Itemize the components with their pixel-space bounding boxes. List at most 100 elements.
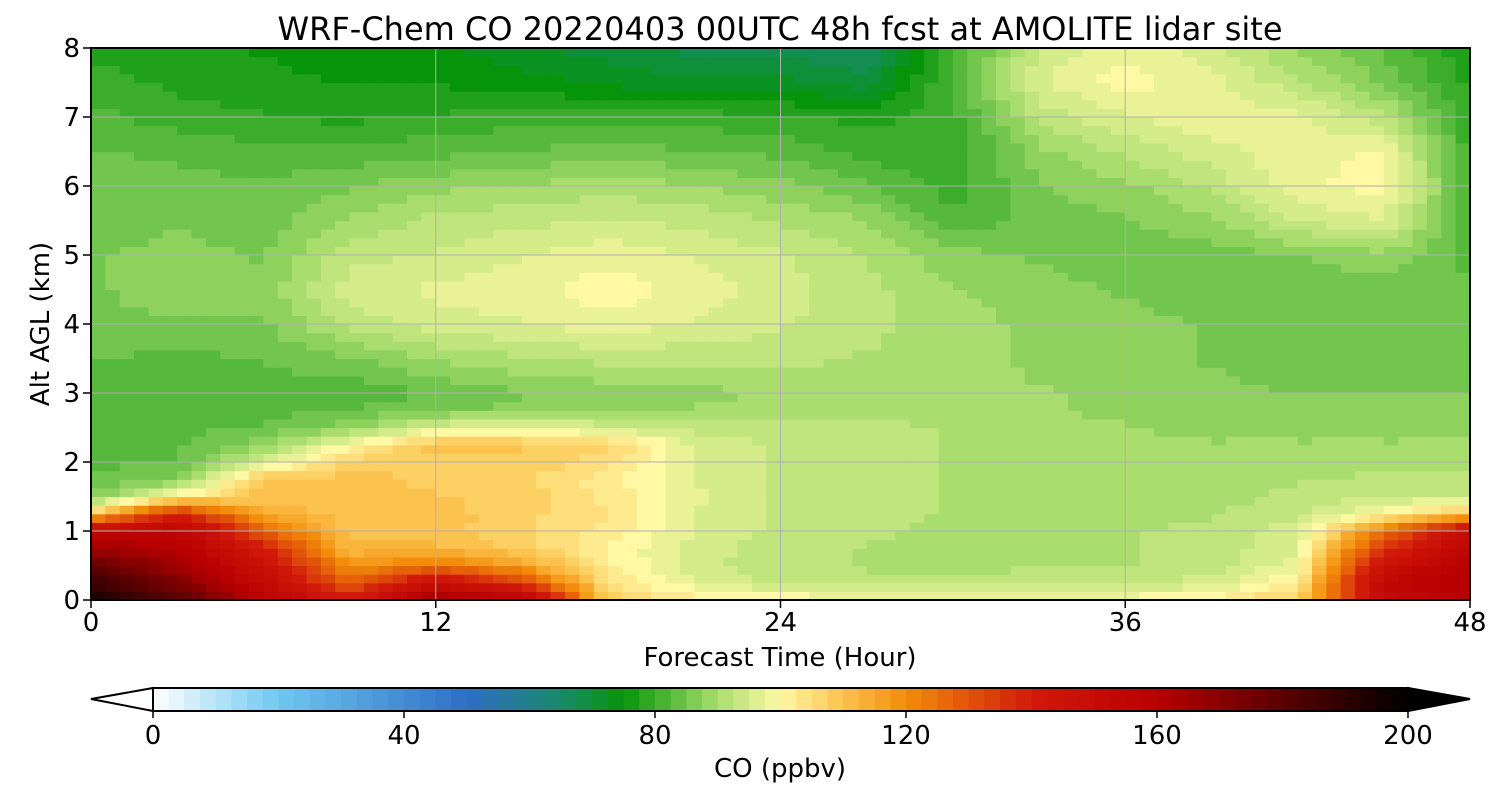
contour-cell — [392, 220, 408, 230]
contour-cell — [766, 401, 782, 411]
contour-cell — [837, 582, 853, 592]
contour-cell — [1455, 539, 1471, 549]
contour-cell — [1412, 237, 1428, 247]
contour-cell — [1197, 582, 1213, 592]
contour-cell — [1426, 427, 1442, 437]
contour-cell — [1153, 582, 1169, 592]
contour-cell — [1369, 436, 1385, 446]
contour-cell — [794, 289, 810, 299]
contour-cell — [277, 177, 293, 187]
contour-cell — [1096, 462, 1112, 472]
contour-cell — [249, 393, 264, 403]
contour-cell — [1283, 513, 1299, 523]
contour-cell — [550, 436, 566, 446]
contour-cell — [435, 298, 451, 308]
contour-cell — [407, 237, 422, 247]
contour-cell — [536, 591, 552, 601]
contour-cell — [521, 462, 537, 472]
contour-cell — [105, 237, 121, 247]
contour-cell — [909, 410, 925, 420]
contour-cell — [608, 375, 624, 385]
contour-cell — [421, 289, 437, 299]
contour-cell — [708, 539, 724, 549]
contour-cell — [378, 574, 394, 584]
contour-cell — [306, 211, 322, 222]
contour-cell — [191, 393, 207, 403]
contour-cell — [737, 548, 753, 558]
contour-cell — [679, 289, 695, 299]
contour-cell — [1441, 332, 1457, 342]
contour-cell — [1383, 237, 1399, 247]
contour-cell — [435, 375, 451, 385]
contour-cell — [1311, 263, 1327, 273]
contour-cell — [134, 358, 150, 368]
contour-cell — [1153, 306, 1169, 316]
contour-cell — [1240, 160, 1256, 170]
contour-cell — [1283, 427, 1299, 437]
contour-cell — [852, 220, 868, 230]
contour-cell — [148, 513, 164, 523]
contour-cell — [737, 367, 753, 377]
contour-cell — [622, 306, 638, 316]
contour-cell — [1455, 393, 1471, 403]
contour-cell — [450, 384, 466, 394]
contour-cell — [622, 479, 638, 489]
contour-cell — [1067, 332, 1083, 342]
contour-cell — [378, 177, 394, 187]
contour-cell — [881, 255, 897, 265]
contour-cell — [665, 194, 681, 204]
contour-cell — [378, 556, 394, 567]
contour-cell — [1398, 401, 1414, 411]
contour-cell — [1211, 479, 1227, 489]
contour-cell — [378, 453, 394, 463]
contour-cell — [493, 246, 509, 256]
contour-cell — [263, 574, 279, 584]
contour-cell — [1355, 496, 1371, 506]
contour-cell — [852, 289, 868, 299]
contour-cell — [1125, 418, 1141, 429]
contour-cell — [349, 470, 365, 480]
contour-cell — [349, 418, 365, 429]
contour-cell — [952, 349, 968, 360]
contour-cell — [1268, 418, 1284, 429]
contour-cell — [521, 582, 537, 592]
contour-cell — [1139, 427, 1155, 437]
contour-cell — [191, 522, 207, 532]
contour-cell — [1383, 418, 1399, 429]
contour-cell — [119, 487, 135, 498]
contour-cell — [507, 341, 523, 351]
contour-cell — [1197, 263, 1213, 273]
contour-cell — [1455, 522, 1471, 532]
contour-cell — [450, 315, 466, 325]
contour-cell — [866, 332, 882, 342]
contour-cell — [1240, 349, 1256, 360]
contour-cell — [493, 470, 509, 480]
contour-cell — [119, 358, 135, 368]
contour-cell — [363, 418, 379, 429]
contour-cell — [306, 522, 322, 532]
contour-cell — [1039, 160, 1055, 170]
contour-cell — [924, 306, 940, 316]
contour-cell — [622, 375, 638, 385]
contour-cell — [249, 367, 264, 377]
contour-cell — [521, 375, 537, 385]
contour-cell — [1268, 237, 1284, 247]
contour-cell — [1268, 436, 1284, 446]
contour-cell — [277, 324, 293, 334]
contour-cell — [679, 427, 695, 437]
contour-cell — [1398, 151, 1414, 161]
contour-cell — [1297, 410, 1313, 420]
contour-cell — [464, 186, 480, 196]
contour-cell — [507, 574, 523, 584]
contour-cell — [565, 496, 580, 506]
contour-cell — [1153, 177, 1169, 187]
contour-cell — [924, 367, 940, 377]
contour-cell — [694, 324, 710, 334]
contour-cell — [823, 582, 839, 592]
contour-cell — [1383, 289, 1399, 299]
contour-cell — [320, 522, 336, 532]
contour-cell — [1240, 246, 1256, 256]
contour-cell — [1153, 522, 1169, 532]
contour-cell — [909, 255, 925, 265]
contour-cell — [1311, 522, 1327, 532]
